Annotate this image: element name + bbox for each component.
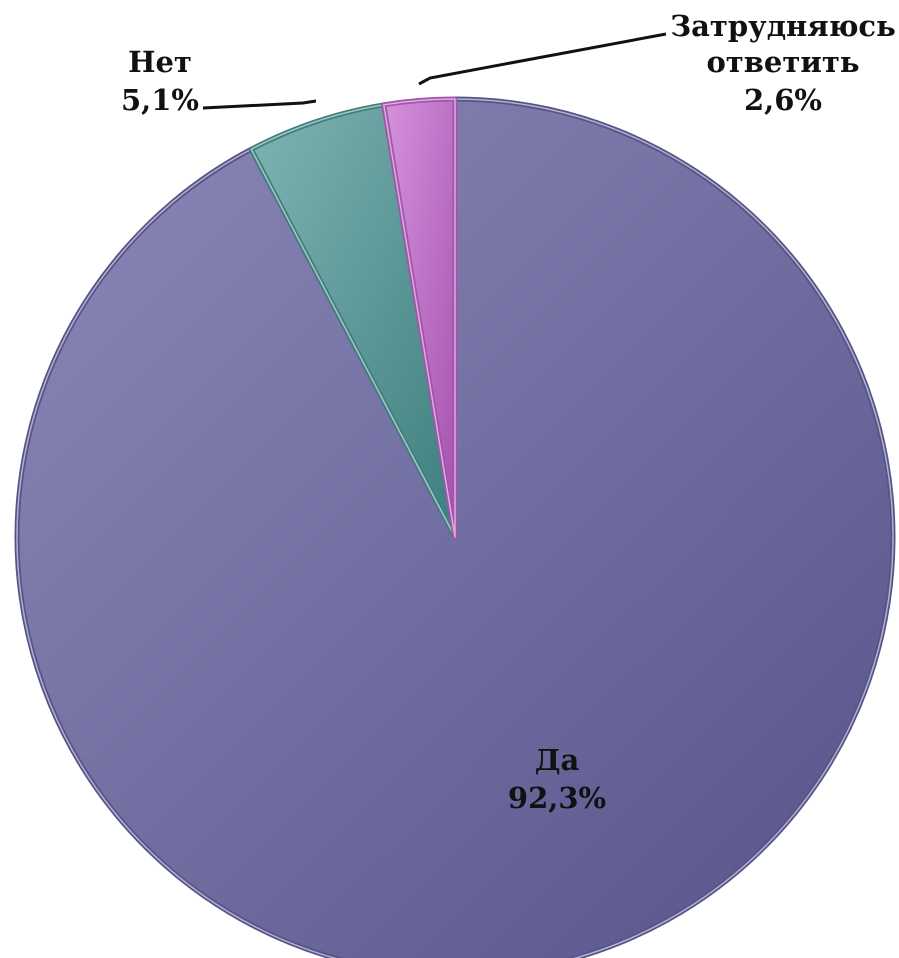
- slice-label-net: Нет 5,1%: [121, 45, 317, 117]
- slice-label-zatr-name-1: Затрудняюсь: [670, 9, 896, 43]
- slice-label-da: Да 92,3%: [508, 743, 606, 815]
- slice-label-zatr: Затрудняюсь ответить 2,6%: [418, 9, 896, 117]
- leader-line-net: [202, 99, 317, 110]
- leader-line-zatr: [418, 32, 667, 86]
- pie-slices: [14, 96, 896, 958]
- slice-label-net-name: Нет: [128, 45, 192, 79]
- slice-label-zatr-value: 2,6%: [744, 83, 822, 117]
- pie-slice-highlight-zatr: [383, 98, 456, 538]
- pie-slice-highlight-da: [16, 98, 894, 958]
- slice-label-da-value: 92,3%: [508, 781, 606, 815]
- pie-slice-highlight-net: [250, 104, 456, 538]
- slice-label-net-value: 5,1%: [121, 83, 199, 117]
- slice-label-da-name: Да: [535, 743, 580, 777]
- slice-label-zatr-name-2: ответить: [706, 45, 859, 79]
